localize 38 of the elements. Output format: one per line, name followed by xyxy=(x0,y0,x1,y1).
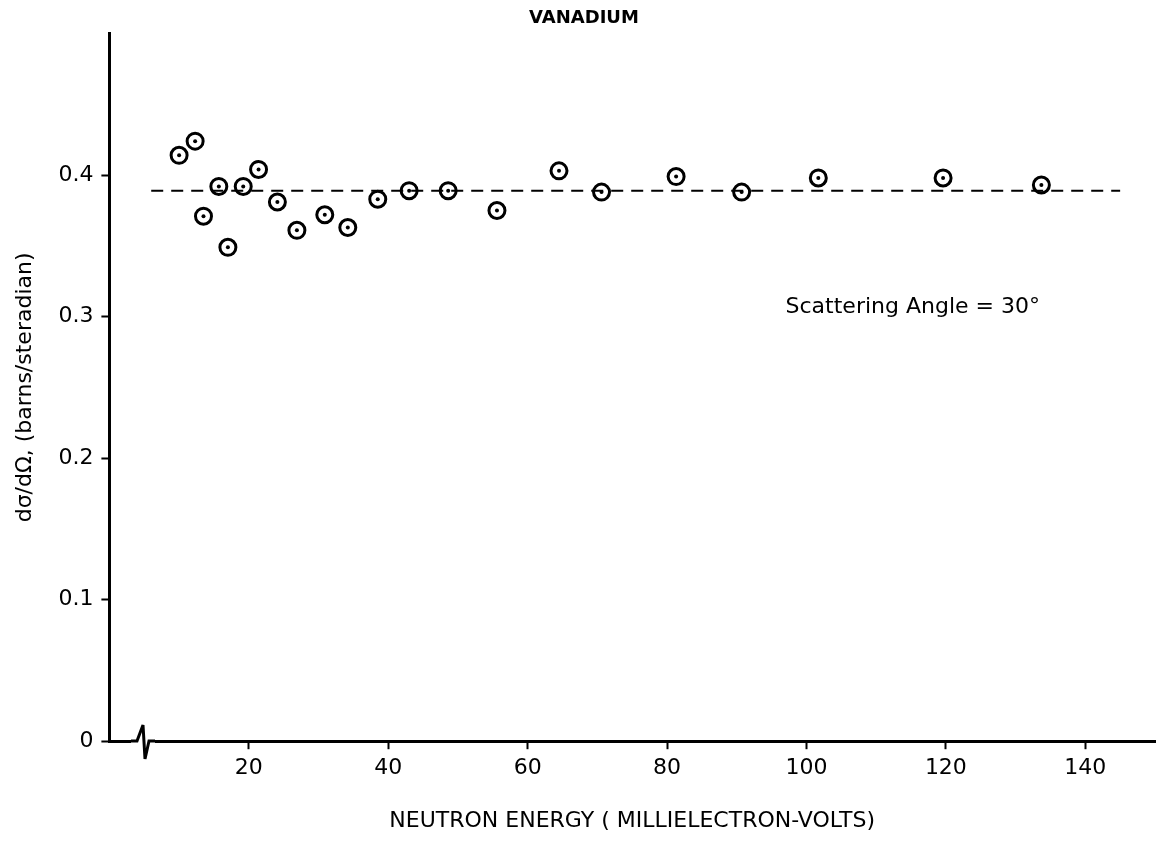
chart-title: VANADIUM xyxy=(529,6,639,28)
x-tick-label: 140 xyxy=(1064,754,1107,780)
x-tick-label: 20 xyxy=(234,754,263,780)
point xyxy=(933,168,953,188)
point xyxy=(315,205,335,225)
point xyxy=(287,220,307,240)
point xyxy=(338,217,358,237)
point xyxy=(1031,175,1051,195)
point xyxy=(438,181,458,201)
point xyxy=(666,167,686,187)
y-tick-label: 0.1 xyxy=(58,585,94,611)
x-tick-label: 60 xyxy=(513,754,542,780)
y-tick-label: 0 xyxy=(79,726,94,752)
point xyxy=(233,176,253,196)
annotation: Scattering Angle = 30° xyxy=(785,292,1040,318)
x-tick-label: 80 xyxy=(653,754,682,780)
point xyxy=(487,201,507,220)
point xyxy=(399,181,419,201)
point xyxy=(169,145,189,165)
x-axis-title: NEUTRON ENERGY ( MILLIELECTRON-VOLTS) xyxy=(389,806,876,832)
x-tick-label: 100 xyxy=(785,754,828,780)
y-axis-title: dσ/dΩ, (barns/steradian) xyxy=(10,252,36,523)
point xyxy=(185,131,205,151)
x-tick-label: 40 xyxy=(374,754,403,780)
y-tick-label: 0.4 xyxy=(58,160,94,186)
y-tick-label: 0.3 xyxy=(58,302,94,328)
point xyxy=(249,159,269,179)
point xyxy=(218,237,238,257)
point xyxy=(549,161,569,181)
point xyxy=(209,176,229,196)
y-tick-label: 0.2 xyxy=(58,443,94,469)
point xyxy=(592,182,612,202)
point xyxy=(267,192,287,212)
point xyxy=(368,189,388,209)
point xyxy=(193,206,213,226)
x-tick-label: 120 xyxy=(924,754,967,780)
point xyxy=(808,168,828,188)
point xyxy=(732,182,752,202)
